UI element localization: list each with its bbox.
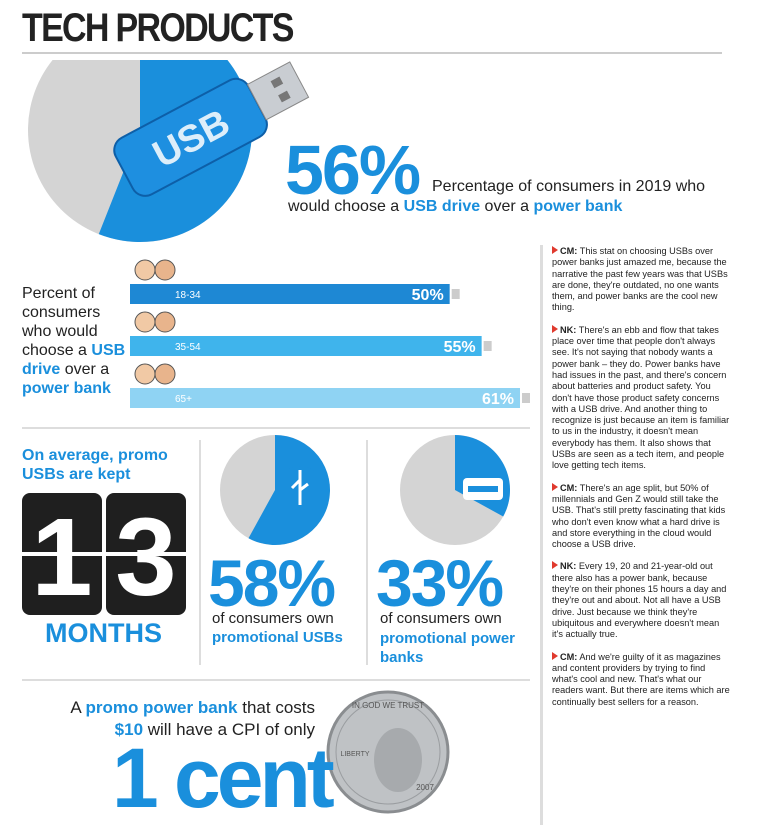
flip-gap bbox=[106, 552, 186, 556]
bar-cap bbox=[451, 289, 460, 299]
own-value: 58% bbox=[208, 546, 336, 620]
cpi-text: A promo power bank that costs $10 will h… bbox=[40, 697, 315, 741]
age-label: Percent of consumers who would choose a … bbox=[22, 284, 132, 398]
bar-value: 50% bbox=[412, 287, 444, 304]
highlight: USB drive bbox=[22, 342, 126, 378]
quote: And we're guilty of it as magazines and … bbox=[552, 651, 730, 707]
usb-hole bbox=[270, 76, 284, 89]
bar-value: 55% bbox=[444, 339, 476, 356]
battery-icon bbox=[468, 486, 498, 492]
bar-category: 35-54 bbox=[175, 342, 201, 353]
quote: There's an age split, but 50% of millenn… bbox=[552, 482, 726, 550]
own-highlight: promotional USBs bbox=[212, 629, 343, 646]
highlight: USB drive bbox=[403, 198, 481, 215]
interview-paragraph: CM: And we're guilty of it as magazines … bbox=[552, 652, 730, 708]
coin-motto: IN GOD WE TRUST bbox=[352, 701, 424, 710]
hero-caption: would choose a USB drive over a power ba… bbox=[288, 198, 622, 216]
bar-category: 18-34 bbox=[175, 290, 201, 301]
speaker: CM: bbox=[560, 651, 578, 662]
person-icon bbox=[134, 259, 156, 281]
bar bbox=[130, 284, 450, 304]
flip-digit: 3 bbox=[115, 496, 176, 619]
interview-paragraph: NK: There's an ebb and flow that takes p… bbox=[552, 325, 730, 472]
cpi-amount: 1 cent bbox=[112, 731, 335, 825]
highlight: power bank bbox=[533, 198, 623, 215]
speaker: NK: bbox=[560, 561, 577, 572]
speaker: CM: bbox=[560, 246, 578, 256]
own-value: 33% bbox=[376, 546, 504, 620]
interview-paragraph: CM: There's an age split, but 50% of mil… bbox=[552, 483, 730, 551]
hero-caption: Percentage of consumers in 2019 who bbox=[432, 178, 706, 195]
bar-value: 61% bbox=[482, 391, 514, 408]
quote: There's an ebb and flow that takes place… bbox=[552, 324, 730, 471]
flip-digit: 1 bbox=[31, 496, 92, 619]
text: A bbox=[70, 698, 86, 717]
person-icon bbox=[154, 363, 176, 385]
flip-gap bbox=[22, 552, 102, 556]
interview-paragraph: CM: This stat on choosing USBs over powe… bbox=[552, 246, 730, 314]
text: over a bbox=[60, 361, 110, 378]
kept-heading: On average, promo USBs are kept bbox=[22, 447, 168, 483]
text: Percent of consumers who would choose a bbox=[22, 285, 101, 359]
person-icon bbox=[154, 311, 176, 333]
bar-category: 65+ bbox=[175, 394, 192, 405]
own-caption: of consumers own bbox=[380, 610, 502, 627]
usb-graphic: USB bbox=[113, 61, 310, 197]
title: TECH PRODUCTS bbox=[22, 6, 294, 50]
highlight: $10 bbox=[114, 720, 144, 739]
text: would choose a bbox=[288, 198, 404, 215]
coin: IN GOD WE TRUST LIBERTY 2007 bbox=[326, 690, 450, 814]
text: will have a CPI of only bbox=[143, 720, 315, 739]
bar bbox=[130, 388, 520, 408]
bar-cap bbox=[522, 393, 530, 403]
interview-paragraph: NK: Every 19, 20 and 21-year-old out the… bbox=[552, 561, 730, 640]
person-icon bbox=[154, 259, 176, 281]
speaker: CM: bbox=[560, 482, 578, 493]
quote: This stat on choosing USBs over power ba… bbox=[552, 246, 728, 313]
quote: Every 19, 20 and 21-year-old out there a… bbox=[552, 561, 727, 640]
person-icon bbox=[134, 363, 156, 385]
highlight: power bank bbox=[22, 380, 111, 397]
bar-cap bbox=[483, 341, 492, 351]
sidebar-rule bbox=[540, 245, 543, 825]
coin-year: 2007 bbox=[416, 783, 434, 792]
usb-hole bbox=[278, 90, 291, 103]
text: over a bbox=[480, 198, 534, 215]
own-highlight: promotional power banks bbox=[380, 630, 515, 666]
text: that costs bbox=[237, 698, 315, 717]
coin-liberty: LIBERTY bbox=[340, 751, 369, 758]
coin-rim bbox=[335, 699, 441, 805]
bar bbox=[130, 336, 482, 356]
interview: CM: This stat on choosing USBs over powe… bbox=[552, 246, 730, 826]
speaker: NK: bbox=[560, 324, 577, 335]
highlight: promo power bank bbox=[85, 698, 238, 717]
usb-icon bbox=[290, 470, 309, 505]
portrait bbox=[374, 728, 422, 792]
hero-value: 56% bbox=[285, 131, 421, 209]
usb-plug bbox=[246, 61, 310, 121]
kept-unit: MONTHS bbox=[45, 618, 162, 648]
person-icon bbox=[134, 311, 156, 333]
own-caption: of consumers own bbox=[212, 610, 334, 627]
